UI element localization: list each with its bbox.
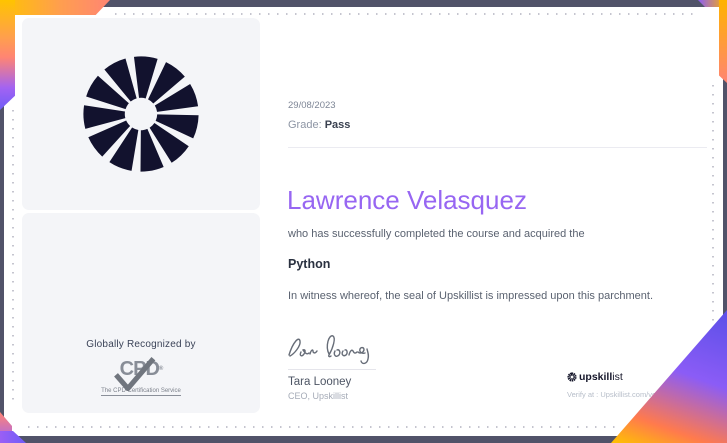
recognition-panel xyxy=(22,213,260,413)
corner-gradient-top-right-vertical xyxy=(719,0,727,83)
header-divider xyxy=(288,147,707,148)
dotted-border-left xyxy=(12,110,14,407)
wordmark-light: ist xyxy=(612,371,623,383)
issue-date: 29/08/2023 xyxy=(288,100,336,111)
signer-name: Tara Looney xyxy=(288,376,352,388)
corner-gradient-top-left-horizontal xyxy=(0,0,110,15)
witness-text: In witness whereof, the seal of Upskilli… xyxy=(288,290,653,302)
corner-gradient-bottom-right-wedge xyxy=(611,310,727,443)
upskillist-seal-icon xyxy=(83,56,199,172)
recipient-name: Lawrence Velasquez xyxy=(287,185,527,215)
completion-text: who has successfully completed the cours… xyxy=(288,228,585,240)
corner-gradient-top-right-horizontal xyxy=(698,0,727,7)
dotted-border-right xyxy=(712,85,714,327)
cpd-checkmark-icon xyxy=(114,357,156,391)
cpd-caption: The CPD Certification Service xyxy=(101,388,181,396)
grade-line: Grade: Pass xyxy=(288,119,350,131)
grade-label: Grade: xyxy=(288,119,322,131)
frame-left-bar xyxy=(0,0,4,443)
dotted-border-bottom xyxy=(28,426,617,428)
registered-trademark-symbol: ® xyxy=(158,366,164,372)
frame-top-bar xyxy=(0,0,727,7)
grade-value: Pass xyxy=(324,119,351,131)
frame-right-bar xyxy=(723,0,727,443)
signature-divider xyxy=(288,369,376,370)
recognized-by-label: Globally Recognized by xyxy=(86,339,196,350)
course-name: Python xyxy=(288,257,331,271)
upskillist-wordmark: upskillist xyxy=(567,371,623,383)
corner-gradient-top-left-vertical xyxy=(0,0,15,110)
upskillist-ring-icon xyxy=(567,372,577,382)
wordmark-bold: upskill xyxy=(579,371,613,383)
verify-url-text: Verify at : Upskillist.com/verify xyxy=(567,390,667,399)
frame-bottom-bar xyxy=(0,436,727,443)
signature-handwriting xyxy=(288,335,370,365)
seal-panel xyxy=(22,18,260,210)
cpd-logo: CPD® The CPD Certification Service xyxy=(22,357,260,397)
signer-title: CEO, Upskillist xyxy=(288,391,349,401)
dotted-border-top xyxy=(115,13,700,15)
